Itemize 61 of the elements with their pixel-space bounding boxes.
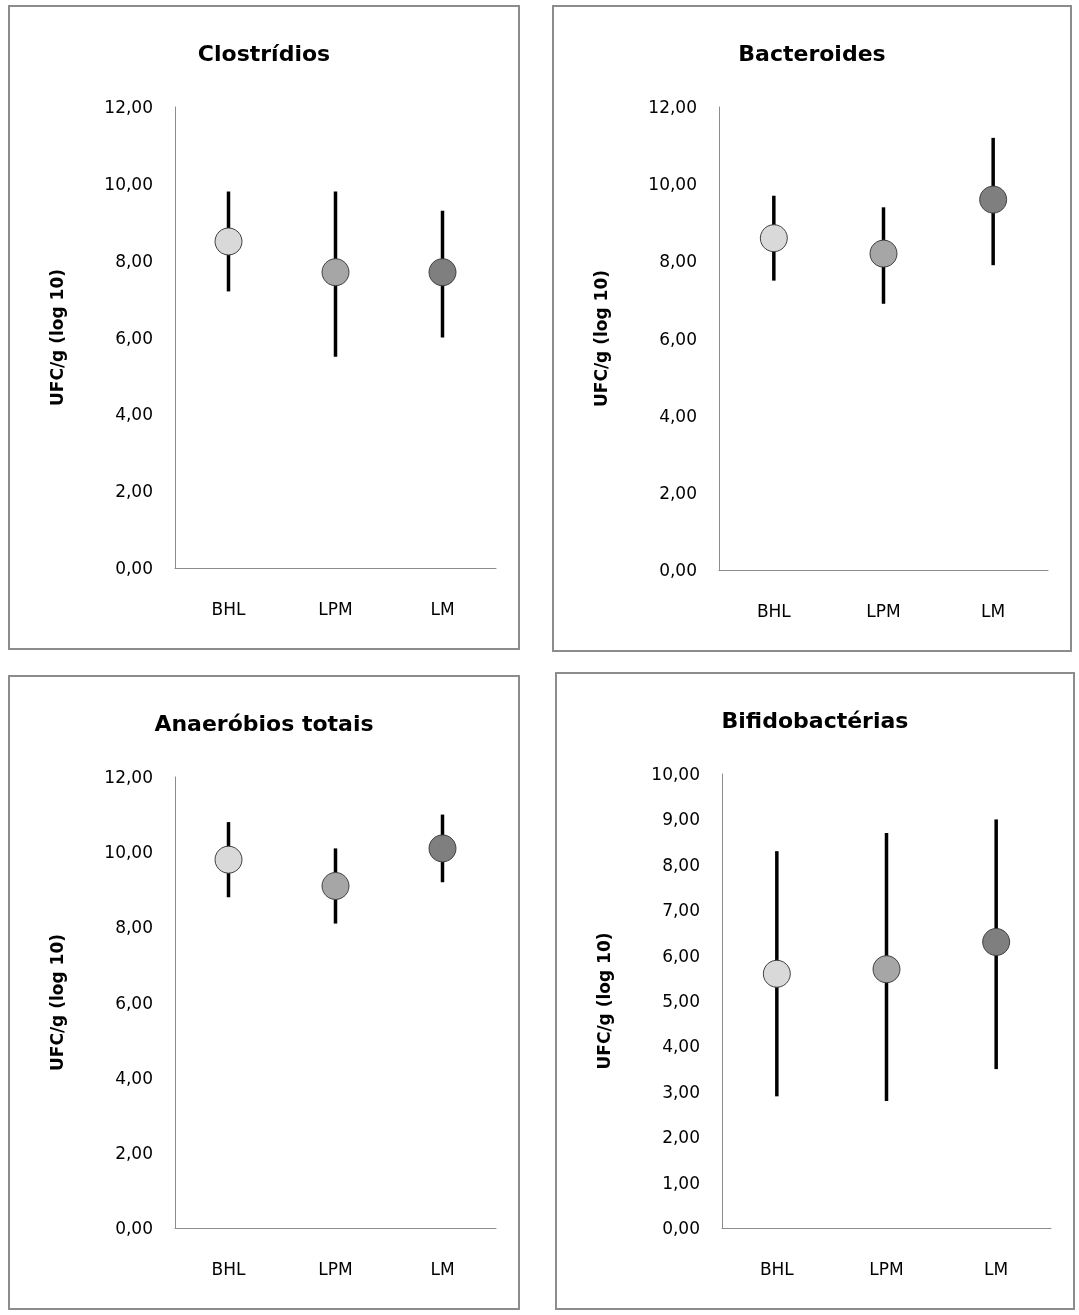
y-axis-title: UFC/g (log 10) [46,269,67,406]
x-tick-label: LM [984,1258,1009,1279]
y-tick-label: 8,00 [662,854,700,875]
x-tick-label: BHL [759,1258,795,1279]
x-tick-label: BHL [756,600,792,621]
y-tick-label: 6,00 [662,945,700,966]
y-tick-label: 0,00 [659,560,697,580]
y-tick-label: 8,00 [659,251,697,272]
x-tick-label: LPM [318,1258,353,1279]
point [214,845,243,874]
y-tick-label: 10,00 [104,173,153,194]
y-axis-title: UFC/g (log 10) [593,932,614,1070]
x-tick-label: LM [430,1258,455,1279]
y-tick-label: 2,00 [662,1127,700,1148]
y-tick-label: 9,00 [662,809,700,830]
y-tick-label: 0,00 [662,1218,700,1238]
chart-title: Bacteroides [738,40,886,66]
y-tick-label: 8,00 [115,250,153,271]
chart-title: Bifidobactérias [721,707,909,733]
x-tick-label: LM [981,600,1006,621]
y-tick-label: 4,00 [115,1067,153,1088]
x-tick-label: BHL [211,1258,246,1279]
y-tick-label: 2,00 [115,481,153,502]
x-tick-label: LPM [318,598,353,619]
y-tick-label: 10,00 [104,842,153,863]
chart-title: Clostrídios [197,40,331,66]
y-tick-label: 7,00 [662,900,700,921]
point [321,872,350,900]
x-tick-label: LPM [869,1258,904,1279]
y-tick-label: 4,00 [115,404,153,425]
y-axis-title: UFC/g (log 10) [46,934,67,1071]
y-tick-label: 2,00 [115,1142,153,1163]
point [979,185,1008,214]
y-tick-label: 0,00 [115,558,153,578]
y-tick-label: 12,00 [104,97,153,117]
x-tick-label: LPM [866,600,901,621]
y-tick-label: 3,00 [662,1081,700,1102]
point [759,224,788,253]
y-tick-label: 4,00 [662,1036,700,1057]
point [982,927,1011,956]
y-tick-label: 6,00 [115,992,153,1013]
y-tick-label: 8,00 [115,917,153,938]
x-tick-label: BHL [211,598,246,619]
point [869,239,898,268]
x-tick-label: LM [430,598,455,619]
y-tick-label: 0,00 [115,1218,153,1238]
y-tick-label: 5,00 [662,991,700,1011]
y-tick-label: 12,00 [648,97,697,117]
y-tick-label: 12,00 [104,767,153,787]
y-axis-title: UFC/g (log 10) [590,270,611,407]
point [428,834,457,863]
y-tick-label: 10,00 [648,174,697,195]
point [872,955,901,984]
point [762,959,791,988]
y-tick-label: 4,00 [659,405,697,426]
y-tick-label: 1,00 [662,1172,700,1193]
y-tick-label: 2,00 [659,482,697,503]
chart-title: Anaeróbios totais [154,710,374,736]
y-tick-label: 6,00 [659,328,697,349]
y-tick-label: 6,00 [115,327,153,348]
y-tick-label: 10,00 [651,764,700,784]
